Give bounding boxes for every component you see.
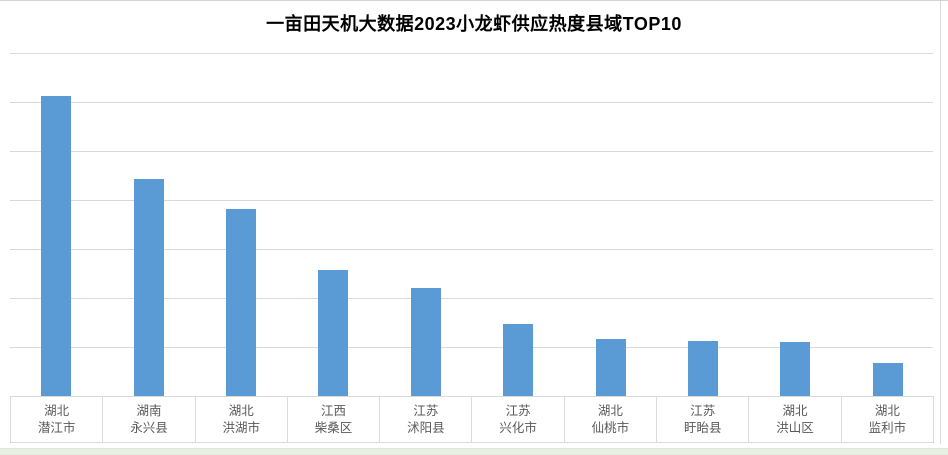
gridline bbox=[10, 347, 933, 348]
bar-永兴县[interactable] bbox=[133, 178, 164, 396]
bar-沭阳县[interactable] bbox=[410, 288, 441, 396]
county-label: 柴桑区 bbox=[314, 420, 353, 435]
gridline bbox=[10, 151, 933, 152]
x-axis-label-沭阳县: 江苏 沭阳县 bbox=[380, 397, 473, 442]
bar-洪山区[interactable] bbox=[780, 342, 811, 396]
bar-柴桑区[interactable] bbox=[318, 270, 349, 396]
province-label: 江苏 bbox=[413, 404, 439, 418]
bar-盱眙县[interactable] bbox=[688, 341, 718, 396]
county-label: 潜江市 bbox=[37, 420, 76, 435]
province-label: 湖北 bbox=[782, 404, 808, 418]
x-axis-label-潜江市: 湖北 潜江市 bbox=[11, 397, 104, 442]
gridline bbox=[10, 249, 933, 250]
county-label: 兴化市 bbox=[499, 420, 537, 435]
province-label: 湖南 bbox=[136, 404, 162, 418]
bar-监利市[interactable] bbox=[872, 363, 903, 396]
county-label: 监利市 bbox=[868, 420, 907, 435]
province-label: 江苏 bbox=[505, 404, 531, 418]
spreadsheet-row-strip bbox=[0, 448, 948, 455]
province-label: 江苏 bbox=[690, 404, 716, 418]
chart-title: 一亩田天机大数据2023小龙虾供应热度县域TOP10 bbox=[266, 14, 682, 34]
county-label: 仙桃市 bbox=[591, 420, 630, 435]
county-label: 盱眙县 bbox=[683, 420, 722, 435]
bar-潜江市[interactable] bbox=[41, 95, 72, 396]
plot-area bbox=[10, 53, 934, 396]
x-axis-label-永兴县: 湖南 永兴县 bbox=[103, 397, 196, 442]
county-label: 洪湖市 bbox=[222, 420, 260, 435]
x-axis-label-兴化市: 江苏 兴化市 bbox=[472, 397, 565, 442]
gridline bbox=[10, 102, 933, 103]
province-label: 湖北 bbox=[597, 404, 623, 418]
x-axis-label-仙桃市: 湖北 仙桃市 bbox=[565, 397, 658, 442]
chart-top-border bbox=[0, 0, 948, 1]
x-axis-label-盱眙县: 江苏 盱眙县 bbox=[657, 397, 750, 442]
bar-兴化市[interactable] bbox=[503, 324, 534, 396]
county-label: 沭阳县 bbox=[407, 420, 445, 435]
county-label: 洪山区 bbox=[776, 420, 814, 435]
bar-仙桃市[interactable] bbox=[595, 339, 626, 396]
province-label: 江西 bbox=[321, 404, 347, 418]
gridline bbox=[10, 298, 933, 299]
gridline bbox=[10, 53, 933, 54]
x-axis-label-柴桑区: 江西 柴桑区 bbox=[288, 397, 381, 442]
province-label: 湖北 bbox=[874, 404, 900, 418]
x-axis-label-监利市: 湖北 监利市 bbox=[842, 397, 933, 442]
gridline bbox=[10, 200, 933, 201]
x-axis-label-table: 湖北 潜江市 湖南 永兴县 湖北 洪湖市 江西 柴桑区 江苏 沭阳县 江苏 兴化市 湖北 仙桃市 江苏 盱眙县… bbox=[10, 396, 934, 443]
x-axis-label-洪湖市: 湖北 洪湖市 bbox=[196, 397, 288, 442]
county-label: 永兴县 bbox=[130, 420, 168, 435]
bar-洪湖市[interactable] bbox=[226, 208, 256, 396]
province-label: 湖北 bbox=[228, 404, 254, 418]
province-label: 湖北 bbox=[44, 404, 70, 418]
chart-right-border bbox=[940, 1, 941, 444]
x-axis-label-洪山区: 湖北 洪山区 bbox=[749, 397, 842, 442]
